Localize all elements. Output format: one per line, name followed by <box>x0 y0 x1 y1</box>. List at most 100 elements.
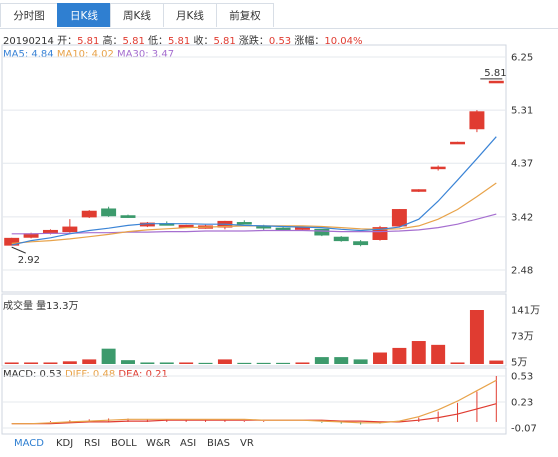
tab-intraday[interactable]: 分时图 <box>0 3 58 27</box>
candle-body <box>275 227 291 231</box>
volume-bar <box>392 347 407 364</box>
volume-tick-label: 73万 <box>511 332 534 343</box>
price-tick-label: 5.31 <box>511 106 533 117</box>
indicator-tab-wr[interactable]: W&R <box>146 438 171 449</box>
candle-body <box>4 237 20 246</box>
volume-bar <box>24 362 39 364</box>
price-tick-label: 2.48 <box>511 266 533 277</box>
info-change: 0.53 <box>268 36 292 47</box>
dea-value-label: DEA: 0.21 <box>118 369 168 380</box>
ma5-label: MA5: 4.84 <box>3 49 54 60</box>
candle-body <box>101 208 117 217</box>
info-low-label: 低： <box>148 36 168 47</box>
volume-bar <box>353 359 368 364</box>
candle-body <box>430 166 446 170</box>
info-date: 20190214 <box>3 36 54 47</box>
price-panel-frame <box>1 44 507 293</box>
volume-bar <box>217 359 232 364</box>
diff-value-label: DIFF: 0.48 <box>64 369 116 380</box>
macd-value-label: MACD: 0.53 <box>3 369 62 380</box>
volume-bar <box>489 360 504 364</box>
candle-body <box>469 111 485 130</box>
indicator-tab-macd[interactable]: MACD <box>14 438 44 449</box>
indicator-tab-asi[interactable]: ASI <box>180 438 197 449</box>
info-pct: 10.04% <box>324 36 363 47</box>
volume-bar <box>431 344 446 364</box>
info-open-label: 开： <box>57 36 78 47</box>
volume-bar <box>295 362 310 364</box>
macd-tick-label: -0.07 <box>511 424 537 435</box>
candle-body <box>391 209 407 227</box>
info-close-label: 收： <box>193 36 214 47</box>
volume-tick-label: 141万 <box>511 306 540 317</box>
macd-legend: MACD: 0.53 DIFF: 0.48 DEA: 0.21 <box>3 369 168 380</box>
ma30-label: MA30: 3.47 <box>117 49 175 60</box>
volume-bar <box>43 362 58 364</box>
candle-body <box>120 215 136 218</box>
volume-bar <box>276 362 291 364</box>
volume-bar <box>237 362 252 364</box>
indicator-tab-kdj[interactable]: KDJ <box>56 438 74 449</box>
info-low: 5.81 <box>168 36 191 47</box>
volume-bar <box>256 362 271 364</box>
kline-chart[interactable]: 6.25 5.31 4.37 3.42 2.48 141万 73万 5万 0.53 0.23 -0.… <box>0 0 558 436</box>
volume-bar <box>4 362 19 364</box>
info-high-label: 高： <box>102 36 123 47</box>
indicator-tab-bias[interactable]: BIAS <box>207 438 230 449</box>
candle-body <box>411 189 427 192</box>
candle-body <box>236 222 252 225</box>
volume-bar <box>198 362 213 364</box>
volume-bar <box>469 310 484 364</box>
indicator-tab-boll[interactable]: BOLL <box>111 438 137 449</box>
volume-bar <box>82 359 97 364</box>
macd-tick-label: 0.23 <box>511 398 533 409</box>
price-tick-label: 6.25 <box>511 53 533 64</box>
info-pct-label: 涨幅： <box>294 36 325 47</box>
ma5-line <box>11 136 497 246</box>
volume-bar <box>314 357 329 364</box>
ma30-line <box>11 213 497 235</box>
ma-legend: MA5: 4.84 MA10: 4.02 MA30: 3.47 <box>3 49 174 60</box>
macd-tick-label: 0.53 <box>511 372 533 383</box>
low-marker-label: 2.92 <box>18 255 40 266</box>
candle-body <box>178 224 194 228</box>
tab-forward-adjusted[interactable]: 前复权 <box>216 3 274 27</box>
tab-monthly-k[interactable]: 月K线 <box>163 3 217 27</box>
volume-tick-label: 5万 <box>511 358 527 369</box>
chart-period-tabs: 分时图 日K线 周K线 月K线 前复权 <box>0 0 558 29</box>
candle-body <box>450 141 466 145</box>
volume-bar <box>121 360 135 364</box>
high-marker-label: 5.81 <box>484 68 506 79</box>
ma10-label: MA10: 4.02 <box>56 49 114 60</box>
macd-panel-frame <box>1 367 507 435</box>
indicator-tab-vr[interactable]: VR <box>240 438 254 449</box>
volume-bar <box>101 348 116 364</box>
info-open: 5.81 <box>77 36 100 47</box>
candle-body <box>81 210 97 218</box>
candle-body <box>333 236 349 242</box>
candle-body <box>353 241 369 246</box>
volume-bar <box>159 362 174 364</box>
low-marker-line <box>11 246 26 254</box>
price-tick-label: 4.37 <box>511 159 533 170</box>
candle-body <box>314 228 330 236</box>
info-change-label: 涨跌： <box>238 36 269 47</box>
volume-bar <box>411 341 426 364</box>
candle-body <box>294 227 310 230</box>
indicator-tab-rsi[interactable]: RSI <box>84 438 101 449</box>
volume-bar <box>373 352 387 364</box>
candle-body <box>62 226 78 233</box>
volume-panel-frame <box>1 293 507 367</box>
candle-body <box>488 80 504 84</box>
price-tick-label: 3.42 <box>511 212 533 223</box>
info-high: 5.81 <box>122 36 145 47</box>
info-close: 5.81 <box>213 36 236 47</box>
ohlc-info-line: 20190214 开：5.81 高：5.81 低：5.81 收：5.81 涨跌：… <box>3 32 363 47</box>
candle-body <box>256 225 272 229</box>
volume-bar <box>334 357 349 364</box>
volume-bar <box>140 362 155 364</box>
volume-bar <box>62 361 77 364</box>
volume-label: 成交量 量13.3万 <box>3 301 79 312</box>
volume-bar <box>179 362 194 364</box>
candle-body <box>372 227 388 240</box>
